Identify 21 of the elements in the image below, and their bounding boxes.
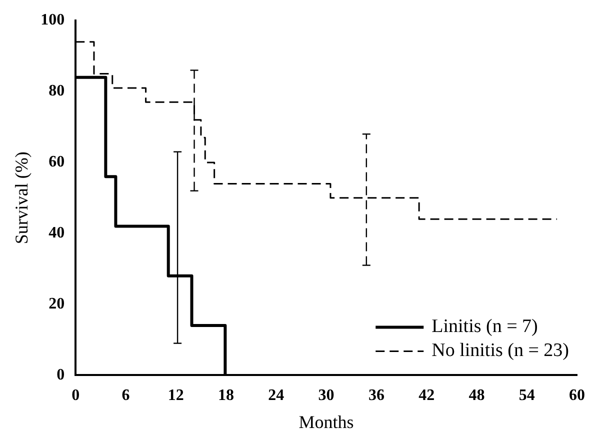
x-tick-label: 0 — [72, 386, 80, 404]
y-tick-label: 20 — [48, 295, 65, 312]
x-tick-label: 6 — [122, 386, 130, 404]
x-tick-label: 48 — [468, 386, 485, 404]
x-tick-label: 30 — [318, 386, 334, 404]
y-axis-title: Survival (%) — [12, 152, 32, 244]
x-tick-label: 54 — [518, 386, 535, 404]
y-tick-label: 60 — [48, 154, 65, 171]
y-tick-label: 40 — [48, 224, 65, 242]
x-tick-label: 42 — [418, 386, 435, 404]
x-tick-label: 24 — [268, 386, 284, 404]
x-tick-label: 12 — [168, 386, 184, 404]
y-tick-label: 80 — [48, 82, 65, 100]
x-tick-label: 18 — [218, 386, 234, 404]
x-tick-label: 60 — [569, 386, 585, 404]
legend-label: No linitis (n = 23) — [432, 340, 570, 362]
x-tick-label: 36 — [368, 386, 384, 404]
y-tick-label: 0 — [56, 366, 65, 384]
x-axis-title: Months — [298, 412, 354, 432]
y-tick-label: 100 — [40, 12, 65, 29]
legend-label: Linitis (n = 7) — [432, 316, 538, 338]
